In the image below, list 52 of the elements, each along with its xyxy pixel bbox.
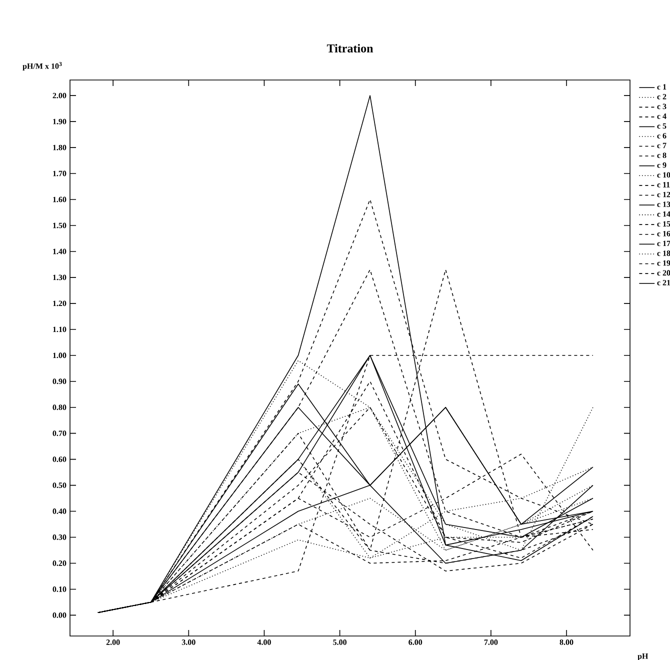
legend-label: c 4	[657, 114, 666, 119]
y-tick-label: 0.30	[52, 534, 66, 540]
legend-label: c 1	[657, 84, 666, 90]
legend-label: c 14	[657, 211, 670, 217]
x-tick-label: 2.00	[106, 640, 120, 645]
legend-label: c 3	[657, 104, 666, 110]
legend-label: c 11	[657, 182, 670, 188]
legend-label: c 12	[657, 192, 670, 198]
y-tick-label: 0.40	[52, 508, 66, 514]
y-axis-title: pH/M x 10$^{3}$	[22, 62, 62, 70]
y-tick-label: 1.80	[53, 144, 66, 150]
x-axis-title: pH	[638, 654, 648, 660]
legend-label: c 16	[657, 230, 670, 236]
y-tick-label: 0.00	[52, 612, 66, 618]
y-tick-label: 1.00	[53, 352, 66, 358]
y-tick-label: 0.20	[52, 560, 66, 566]
y-tick-label: 1.90	[53, 118, 66, 124]
legend-label: c 9	[657, 162, 666, 168]
x-tick-label: 7.00	[484, 640, 498, 645]
y-tick-label: 0.50	[52, 482, 66, 488]
y-tick-label: 0.60	[52, 456, 66, 462]
y-tick-label: 1.50	[53, 222, 66, 228]
legend-label: c 21	[657, 280, 670, 286]
legend-label: c 8	[657, 152, 666, 158]
legend-label: c 15	[657, 221, 670, 227]
y-tick-label: 0.10	[52, 586, 66, 592]
y-tick-label: 2.00	[52, 92, 66, 98]
x-tick-label: 8.00	[560, 640, 574, 645]
y-tick-label: 1.60	[53, 196, 66, 202]
legend-label: c 20	[657, 270, 670, 276]
legend-label: c 2	[657, 94, 666, 100]
legend-label: c 13	[657, 202, 670, 207]
y-tick-label: 1.20	[53, 300, 66, 306]
y-tick-label: 0.80	[52, 404, 66, 410]
x-tick-label: 3.00	[182, 640, 196, 645]
x-tick-label: 4.00	[257, 640, 271, 645]
legend-label: c 7	[657, 142, 666, 148]
y-tick-label: 1.30	[53, 274, 66, 280]
y-tick-label: 1.70	[53, 170, 66, 176]
y-tick-label: 1.40	[53, 248, 66, 254]
legend-label: c 5	[657, 123, 666, 129]
legend-label: c 17	[657, 240, 670, 246]
chart-title: Titration	[326, 44, 374, 52]
x-tick-label: 5.00	[333, 640, 346, 645]
y-tick-label: 0.70	[52, 430, 66, 436]
legend-label: c 6	[657, 133, 666, 138]
legend-label: c 10	[657, 172, 670, 178]
x-tick-label: 6.00	[408, 640, 422, 645]
legend-label: c 18	[657, 250, 670, 256]
y-tick-label: 1.10	[53, 326, 66, 332]
legend-label: c 19	[657, 260, 670, 266]
y-tick-label: 0.90	[52, 378, 66, 384]
